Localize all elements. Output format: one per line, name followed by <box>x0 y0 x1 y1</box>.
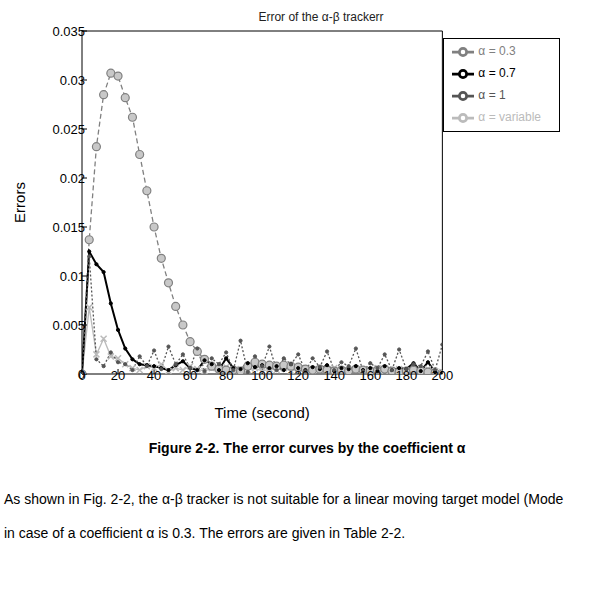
svg-text:180: 180 <box>395 368 417 383</box>
svg-text:40: 40 <box>147 368 161 383</box>
html-text:Error of the α-β trackerr: Error of the α-β trackerr <box>258 10 384 24</box>
svg-text:0.02: 0.02 <box>60 171 85 186</box>
svg-text:0.015: 0.015 <box>52 220 85 235</box>
svg-text:120: 120 <box>287 368 309 383</box>
svg-text:Errors: Errors <box>11 182 28 223</box>
svg-text:0.035: 0.035 <box>52 24 85 39</box>
svg-text:200: 200 <box>432 368 454 383</box>
html-text:As shown in Fig. 2-2, the α-β: As shown in Fig. 2-2, the α-β tracker is… <box>4 491 564 507</box>
svg-text:0: 0 <box>78 367 85 382</box>
html-text:α = 1: α = 1 <box>478 88 506 103</box>
html-text:in case of a coefficient α is: in case of a coefficient α is 0.3. The e… <box>4 525 406 541</box>
svg-text:100: 100 <box>251 368 273 383</box>
svg-text:80: 80 <box>219 368 233 383</box>
svg-text:140: 140 <box>323 368 345 383</box>
svg-text:0.005: 0.005 <box>52 318 85 333</box>
svg-text:Time (second): Time (second) <box>215 404 310 421</box>
svg-text:0.01: 0.01 <box>60 269 85 284</box>
html-text:α = 0.3: α = 0.3 <box>478 44 516 59</box>
svg-text:160: 160 <box>359 368 381 383</box>
html-text:α = variable: α = variable <box>478 110 541 125</box>
svg-text:0.03: 0.03 <box>60 73 85 88</box>
html-text:α = 0.7: α = 0.7 <box>478 66 516 81</box>
html-text:Figure 2-2. The error curves b: Figure 2-2. The error curves by the coef… <box>148 440 466 456</box>
svg-text:60: 60 <box>183 368 197 383</box>
svg-text:0.025: 0.025 <box>52 122 85 137</box>
svg-text:20: 20 <box>111 368 125 383</box>
